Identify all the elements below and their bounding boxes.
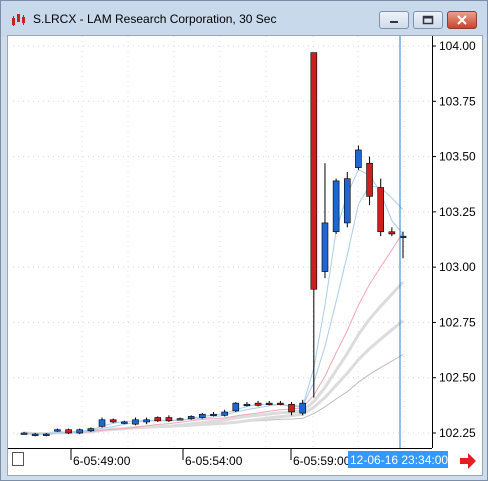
candle-body — [20, 432, 28, 435]
maximize-button[interactable] — [413, 11, 443, 29]
candle-body — [87, 428, 95, 432]
y-tick-label: 103.00 — [439, 260, 476, 274]
minimize-button[interactable] — [379, 11, 409, 29]
y-tick-label: 102.25 — [439, 426, 476, 440]
candle-body — [277, 402, 284, 405]
candle-body — [254, 402, 262, 406]
y-tick-label: 104.00 — [439, 39, 476, 53]
crosshair-time-label: 12-06-16 23:34:00 — [350, 453, 448, 467]
y-tick-label: 102.75 — [439, 315, 476, 329]
title-bar[interactable]: S.LRCX - LAM Research Corporation, 30 Se… — [1, 1, 487, 37]
candle-body — [288, 403, 295, 413]
y-tick-label: 103.25 — [439, 205, 476, 219]
candle-body — [121, 421, 128, 424]
candle-body — [54, 429, 61, 432]
window-title: S.LRCX - LAM Research Corporation, 30 Se… — [33, 12, 277, 26]
candle-body — [143, 419, 150, 423]
candle-body — [221, 411, 228, 416]
moving-average-line — [23, 185, 404, 435]
candle-body — [98, 419, 106, 427]
moving-average-line — [23, 281, 405, 436]
y-tick-label: 102.50 — [439, 371, 476, 385]
candle-body — [31, 433, 39, 436]
candle-body — [377, 187, 385, 233]
candle-body — [243, 403, 251, 407]
candle-body — [132, 419, 139, 425]
scroll-right-arrow-icon[interactable] — [460, 453, 476, 469]
candle-body — [310, 52, 318, 290]
candle-body — [76, 429, 84, 434]
price-chart[interactable]: 104.00 103.75 103.50 103.25 103.00 102.75 102.… — [8, 36, 482, 475]
maximize-icon — [422, 15, 434, 25]
candle-body — [332, 180, 340, 233]
candle-body — [265, 402, 273, 405]
minimize-icon — [390, 21, 398, 23]
close-icon — [457, 15, 467, 25]
candle-body — [65, 429, 72, 434]
candle-body — [366, 162, 373, 197]
time-scroll-box[interactable] — [12, 452, 24, 466]
y-tick-label: 103.50 — [439, 150, 476, 164]
y-tick-label: 103.75 — [439, 94, 476, 108]
close-button[interactable] — [447, 11, 477, 29]
chart-app-icon — [12, 14, 25, 26]
x-tick-label: 6-05:54:00 — [185, 454, 243, 468]
x-tick-label: 6-05:49:00 — [73, 454, 131, 468]
candle-body — [343, 178, 351, 224]
candle-body — [299, 402, 306, 414]
candle-body — [176, 418, 184, 421]
crosshair-time-bg — [348, 451, 448, 468]
candle-body — [42, 433, 50, 436]
candle-body — [165, 417, 173, 422]
candle-body — [399, 235, 407, 238]
candle-body — [187, 416, 195, 419]
candle-body — [154, 417, 162, 422]
candle-body — [355, 149, 362, 168]
chart-area[interactable]: 104.00 103.75 103.50 103.25 103.00 102.75 102.… — [7, 35, 483, 476]
candle-body — [232, 402, 240, 412]
candle-body — [109, 419, 117, 423]
x-tick-label: 6-05:59:00 — [293, 454, 351, 468]
candle-body — [321, 222, 329, 272]
candle-body — [199, 413, 206, 418]
candle-body — [388, 231, 396, 235]
moving-average-line — [23, 232, 404, 435]
candle-body — [210, 413, 217, 417]
